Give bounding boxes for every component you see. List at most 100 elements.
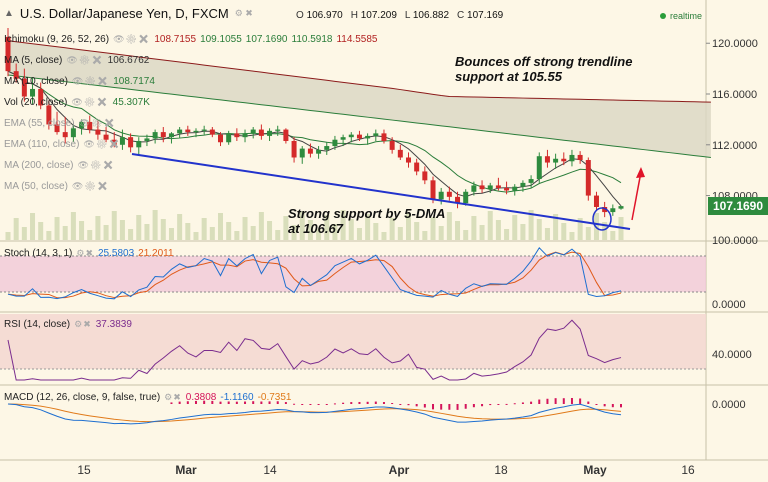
macd-histogram-bar	[342, 402, 345, 404]
volume-bar	[405, 213, 411, 240]
macd-histogram-bar	[194, 400, 197, 404]
macd-histogram-bar	[407, 404, 410, 406]
ichimoku-span-a	[7, 74, 711, 158]
candle-body	[553, 158, 559, 163]
volume-bar	[275, 230, 281, 240]
volume-bar	[21, 227, 27, 240]
macd-histogram-bar	[366, 401, 369, 404]
macd-histogram-bar	[333, 403, 336, 405]
volume-bar	[544, 228, 550, 240]
ohlc-readout: O 106.970 H 107.209 L 106.882 C 107.169	[296, 10, 503, 21]
volume-bar	[30, 213, 36, 240]
candle-body	[193, 130, 199, 133]
volume-bar	[95, 216, 101, 240]
macd-histogram-bar	[309, 404, 312, 405]
realtime-dot-icon	[660, 13, 666, 19]
candle-body	[316, 149, 322, 154]
ichimoku-cloud	[8, 40, 711, 158]
symbol-title: U.S. Dollar/Japanese Yen, D, FXCM	[19, 6, 229, 21]
stoch-k-line	[7, 247, 622, 300]
volume-bar	[79, 221, 85, 240]
open-label: O	[296, 10, 304, 21]
close-value: 107.169	[467, 10, 504, 21]
bounce-arrow-line	[631, 171, 642, 221]
volume-bar	[430, 217, 436, 240]
volume-bar	[438, 226, 444, 240]
indicator-value: 45.307K	[112, 97, 150, 108]
candle-body	[185, 129, 191, 133]
time-axis-label: Apr	[389, 463, 410, 477]
candle-body	[520, 182, 526, 187]
candle-body	[283, 129, 289, 141]
candle-body	[30, 88, 36, 97]
macd-histogram-bar	[284, 402, 287, 404]
candle-body	[618, 206, 624, 209]
indicator-settings-icon[interactable]: 👁⚙✖	[83, 139, 121, 149]
high-label: H	[350, 10, 358, 21]
volume-bar	[299, 211, 305, 240]
indicator-name: MA (5, close)	[4, 55, 63, 66]
time-axis-label: 14	[263, 463, 277, 477]
macd-histogram-bar	[219, 401, 222, 404]
time-axis-label: May	[583, 463, 607, 477]
macd-histogram-bar	[415, 404, 418, 407]
candle-body	[54, 124, 60, 133]
candle-body	[177, 129, 183, 134]
indicator-settings-icon[interactable]: 👁⚙✖	[71, 181, 110, 191]
rsi-settings-icon[interactable]: ⚙✖	[74, 319, 92, 329]
candle-body	[70, 128, 76, 138]
indicator-settings-icon[interactable]: 👁⚙✖	[66, 55, 104, 65]
candle-body	[307, 148, 313, 154]
indicator-settings-icon[interactable]: 👁⚙✖	[71, 97, 109, 107]
candle-body	[405, 157, 411, 163]
candle-body	[528, 179, 534, 183]
volume-bar	[54, 217, 60, 240]
indicator-settings-icon[interactable]: 👁⚙✖	[71, 76, 110, 86]
indicator-settings-icon[interactable]: 👁⚙✖	[77, 160, 115, 170]
volume-bar	[177, 214, 183, 240]
candle-body	[373, 133, 379, 136]
volume-bar	[226, 222, 232, 240]
macd-histogram-bar	[505, 403, 508, 405]
collapse-icon[interactable]: ▲	[4, 8, 14, 19]
volume-bar	[348, 219, 354, 240]
indicator-settings-icon[interactable]: 👁⚙✖	[113, 34, 151, 44]
macd-histogram-bar	[620, 404, 622, 408]
macd-signal-line	[7, 403, 622, 423]
candle-body	[62, 132, 68, 138]
macd-histogram-bar	[546, 398, 549, 404]
macd-histogram-bar	[554, 398, 557, 404]
indicator-value: 114.5585	[336, 34, 378, 45]
candle-body	[128, 137, 134, 148]
macd-histogram-bar	[268, 401, 271, 404]
indicator-row: MA (200, close) 👁⚙✖	[4, 160, 115, 171]
macd-histogram-bar	[464, 404, 467, 409]
candle-body	[430, 180, 436, 200]
rsi-line	[7, 319, 622, 381]
macd-histogram-bar	[497, 404, 500, 405]
candle-body	[495, 185, 501, 188]
volume-bar	[455, 221, 461, 240]
indicator-settings-icon[interactable]: 👁⚙✖	[78, 118, 116, 128]
candle-body	[226, 133, 232, 143]
candle-body	[577, 154, 583, 161]
volume-bar	[512, 215, 518, 240]
candle-body	[258, 129, 264, 136]
volume-bar	[463, 230, 469, 240]
low-label: L	[404, 10, 411, 21]
macd-settings-icon[interactable]: ⚙✖	[164, 392, 182, 402]
volume-bar	[471, 216, 477, 240]
time-axis-label: 16	[681, 463, 695, 477]
candle-body	[455, 196, 461, 204]
indicator-name: MA (10, close)	[4, 76, 68, 87]
candle-body	[111, 139, 117, 145]
macd-histogram-bar	[260, 401, 263, 404]
settings-icon[interactable]: ⚙ ✖	[234, 8, 253, 18]
candle-body	[324, 146, 330, 150]
macd-histogram-bar	[244, 401, 247, 404]
volume-bar	[610, 231, 616, 240]
indicator-row: MA (10, close) 👁⚙✖ 108.7174	[4, 76, 155, 87]
stoch-settings-icon[interactable]: ⚙✖	[76, 248, 94, 258]
volume-bar	[128, 229, 134, 240]
indicator-value: 106.6762	[107, 55, 150, 66]
